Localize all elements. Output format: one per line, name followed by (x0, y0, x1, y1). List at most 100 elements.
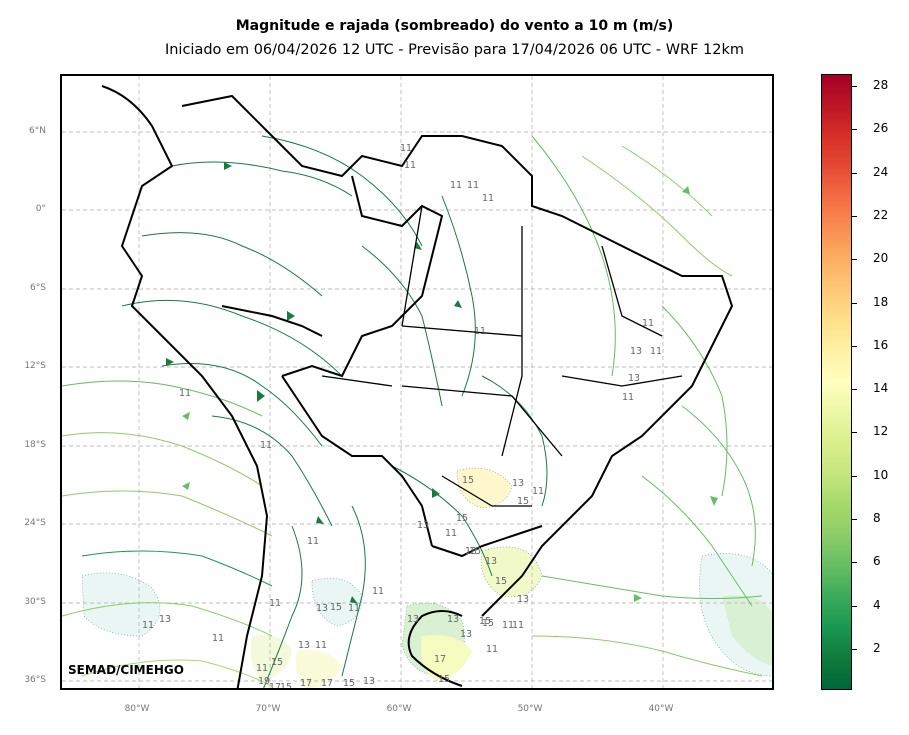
colorbar-tick-label: 22 (873, 207, 889, 222)
colorbar-tick-mark (852, 259, 857, 261)
colorbar-tick-label: 28 (873, 78, 889, 92)
lat-label: 6°N (29, 126, 46, 136)
gust-label: 11 (642, 318, 654, 329)
gust-label: 13 (512, 478, 524, 489)
colorbar-tick-mark (852, 302, 857, 304)
lat-label: 6°S (30, 283, 46, 293)
gust-label: 15 (271, 657, 283, 668)
gust-label: 11 (512, 620, 524, 631)
gust-label: 11 (372, 586, 384, 597)
colorbar-tick-label: 8 (873, 511, 881, 525)
chart-title: Magnitude e rajada (sombreado) do vento … (235, 18, 674, 34)
wind-streamlines (62, 135, 763, 688)
gust-label: 15 (479, 616, 491, 627)
gust-label: 15 (495, 576, 507, 587)
colorbar-tick-mark (852, 389, 857, 391)
colorbar-tick-label: 4 (873, 597, 881, 612)
gust-label: 13 (517, 594, 529, 605)
gust-label: 15 (462, 475, 474, 486)
gust-label: 15 (343, 678, 355, 689)
lon-label: 70°W (255, 704, 281, 714)
colorbar-tick-label: 24 (873, 164, 889, 179)
gust-label: 11 (467, 180, 479, 191)
gust-label: 13 (465, 546, 477, 557)
colorbar-tick-label: 20 (873, 251, 889, 266)
colorbar-tick-label: 16 (873, 337, 889, 352)
gust-label: 11 (650, 346, 662, 357)
gust-label: 11 (622, 392, 634, 403)
lat-label: 24°S (24, 518, 46, 528)
gust-label: 13 (417, 520, 429, 531)
gust-label: 13 (159, 614, 171, 625)
gust-label: 13 (460, 629, 472, 640)
gust-label: 15 (330, 602, 342, 613)
gust-label: 11 (348, 603, 360, 614)
gust-label: 13 (485, 556, 497, 567)
gust-label: 11 (142, 620, 154, 631)
lon-label: 50°W (517, 704, 543, 714)
gust-label: 15 (482, 618, 494, 629)
map-panel: 11 11 11 11 11 11 11 13 11 13 11 11 11 1… (60, 74, 774, 690)
colorbar-tick-mark (852, 345, 857, 347)
colorbar-tick-mark (852, 86, 857, 87)
streamline-arrows-light (182, 186, 718, 602)
gust-label: 11 (256, 663, 268, 674)
lon-label: 80°W (124, 704, 150, 714)
gust-label: 11 (486, 644, 498, 655)
gust-label: 17 (321, 678, 333, 689)
gust-label: 11 (450, 180, 462, 191)
lon-label: 40°W (648, 704, 674, 714)
gust-label: 15 (438, 674, 450, 685)
lat-label: 30°S (24, 597, 46, 607)
gust-label: 11 (315, 640, 327, 651)
gust-label: 13 (628, 373, 640, 384)
gust-label: 19 (258, 676, 270, 687)
state-borders (321, 205, 683, 507)
gust-label: 15 (456, 513, 468, 524)
colorbar-tick-mark (852, 519, 857, 520)
colorbar-tick-label: 26 (873, 121, 889, 136)
colorbar-tick-label: 14 (873, 381, 889, 396)
country-borders (101, 85, 734, 688)
gust-label: 13 (298, 640, 310, 651)
chart-subtitle: Iniciado em 06/04/2026 12 UTC - Previsão… (164, 42, 745, 58)
colorbar-tick-label: 2 (873, 640, 881, 655)
gust-label: 11 (179, 388, 191, 399)
colorbar (821, 74, 852, 690)
colorbar-tick-mark (852, 605, 857, 607)
gust-label: 13 (630, 346, 642, 357)
gust-label: 11 (502, 620, 514, 631)
gust-label: 11 (307, 536, 319, 547)
colorbar-tick-label: 10 (873, 467, 889, 482)
gust-label: 17 (434, 654, 446, 665)
gust-label: 11 (400, 143, 412, 154)
gust-label: 13 (447, 614, 459, 625)
colorbar-tick-mark (852, 562, 857, 564)
credit-label: SEMAD/CIMEHGO (68, 663, 184, 677)
gust-label: 13 (316, 603, 328, 614)
colorbar-tick-mark (852, 475, 857, 477)
graticule (62, 76, 772, 688)
gust-label: 15 (469, 546, 481, 557)
gust-label: 15 (517, 496, 529, 507)
colorbar-tick-mark (852, 129, 857, 131)
gust-label: 17 (300, 678, 312, 689)
colorbar-tick-label: 18 (873, 294, 889, 309)
colorbar-tick-mark (852, 172, 857, 174)
gust-label: 11 (445, 528, 457, 539)
lat-label: 0° (35, 204, 46, 214)
colorbar-tick-label: 12 (873, 424, 889, 439)
gust-shading (81, 467, 772, 688)
gust-label: 17 (269, 682, 281, 690)
gust-labels: 11 11 11 11 11 11 11 13 11 13 11 11 11 1… (142, 143, 662, 690)
lat-label: 18°S (24, 440, 46, 450)
gust-label: 11 (260, 440, 272, 451)
map-svg: 11 11 11 11 11 11 11 13 11 13 11 11 11 1… (62, 76, 772, 690)
colorbar-tick-label: 6 (873, 554, 881, 569)
gust-label: 11 (482, 193, 494, 204)
gust-label: 11 (269, 598, 281, 609)
lat-label: 36°S (24, 675, 46, 685)
colorbar-tick-mark (852, 215, 857, 217)
gust-label: 11 (532, 486, 544, 497)
lat-label: 12°S (24, 361, 46, 371)
